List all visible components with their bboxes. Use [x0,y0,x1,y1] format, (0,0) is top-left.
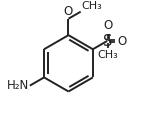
Text: O: O [103,19,112,32]
Text: CH₃: CH₃ [97,50,118,60]
Text: O: O [64,5,73,18]
Text: CH₃: CH₃ [81,1,102,11]
Text: S: S [103,34,112,49]
Text: H₂N: H₂N [7,79,29,92]
Text: O: O [117,35,127,48]
